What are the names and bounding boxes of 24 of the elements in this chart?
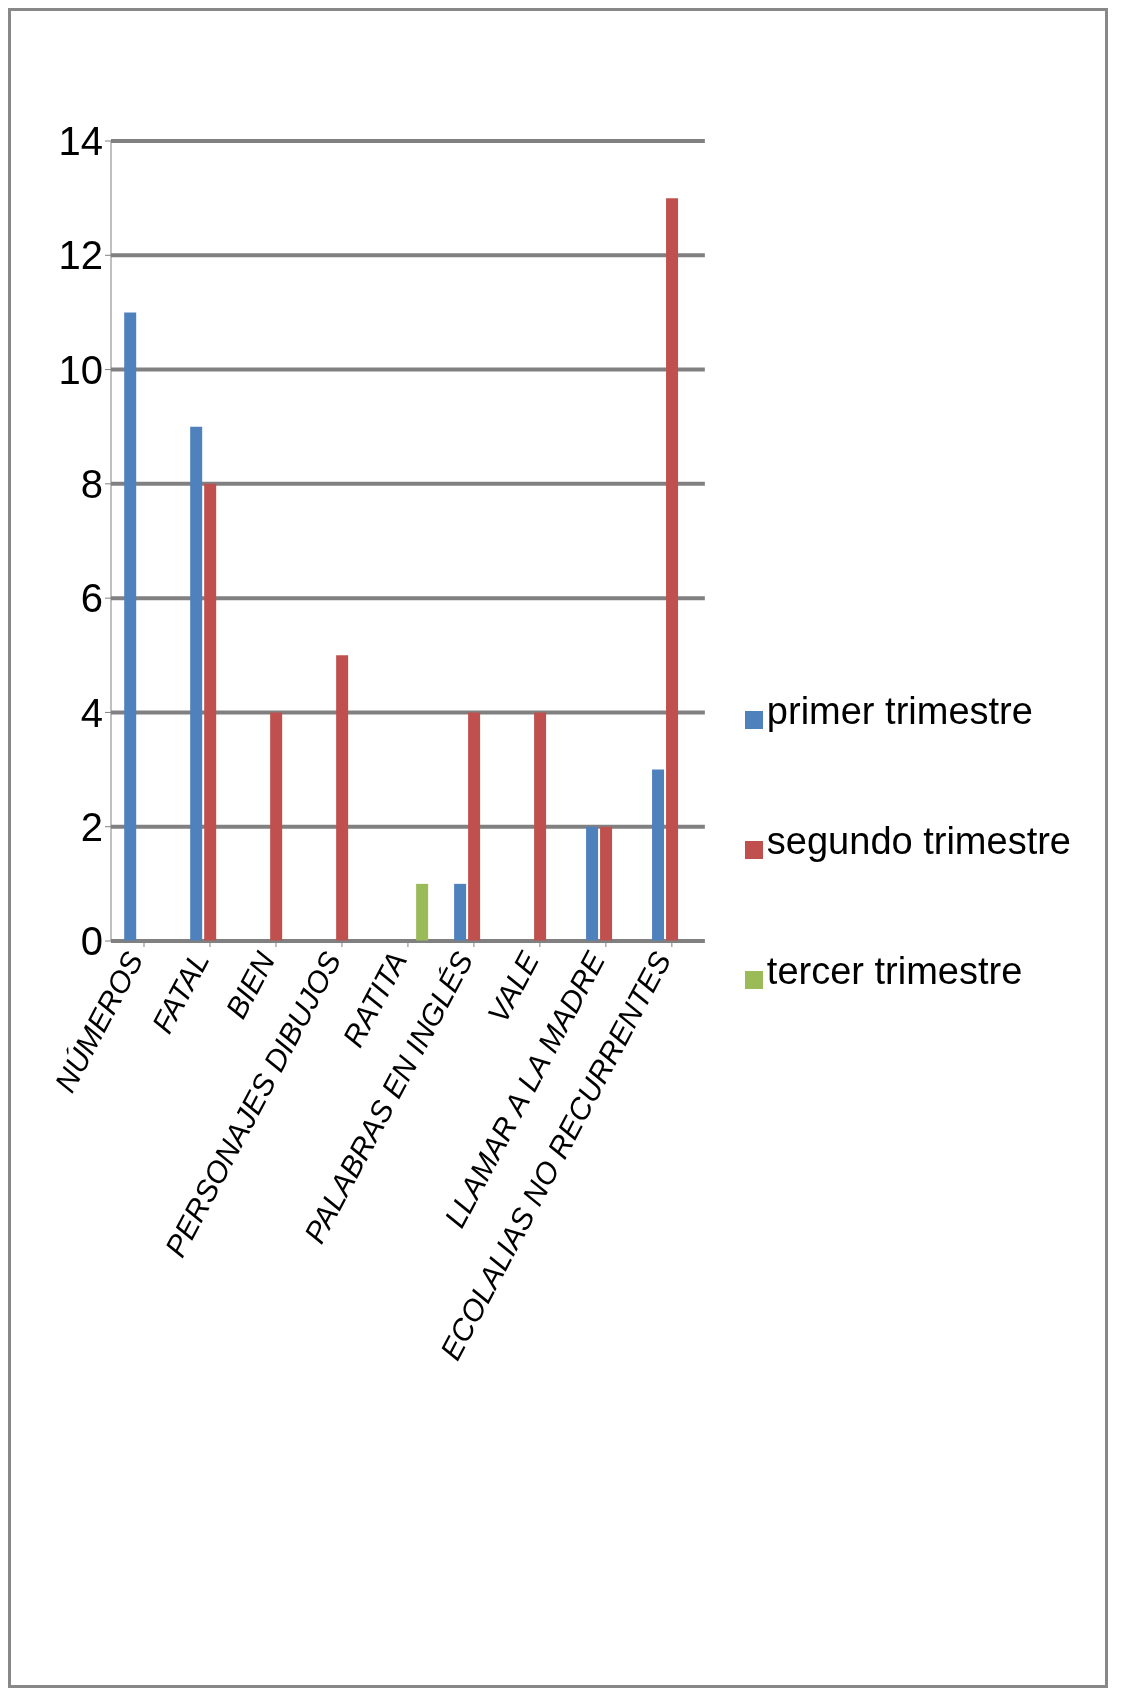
y-tick-label: 14 [58,119,103,164]
bar [468,712,481,941]
bar [652,769,665,941]
bar [454,883,467,941]
y-tick-label: 6 [80,576,103,621]
x-tick-label: VALE [480,945,546,1029]
bar [586,826,599,941]
legend-label: primer trimestre [766,690,1033,732]
legend-label: tercer trimestre [766,950,1023,992]
y-tick-label: 12 [58,233,103,278]
y-tick-label: 8 [80,462,103,507]
y-tick-label: 2 [80,804,103,849]
bar [600,826,613,941]
y-tick-label: 4 [80,690,103,735]
bar [534,712,547,941]
y-tick-label: 10 [58,347,103,392]
bar [270,712,283,941]
bar [416,883,429,941]
bar [124,312,137,941]
legend-label: segundo trimestre [766,820,1071,862]
bar [190,426,203,941]
bar [666,198,679,941]
bar [336,655,349,941]
bar [204,483,217,941]
